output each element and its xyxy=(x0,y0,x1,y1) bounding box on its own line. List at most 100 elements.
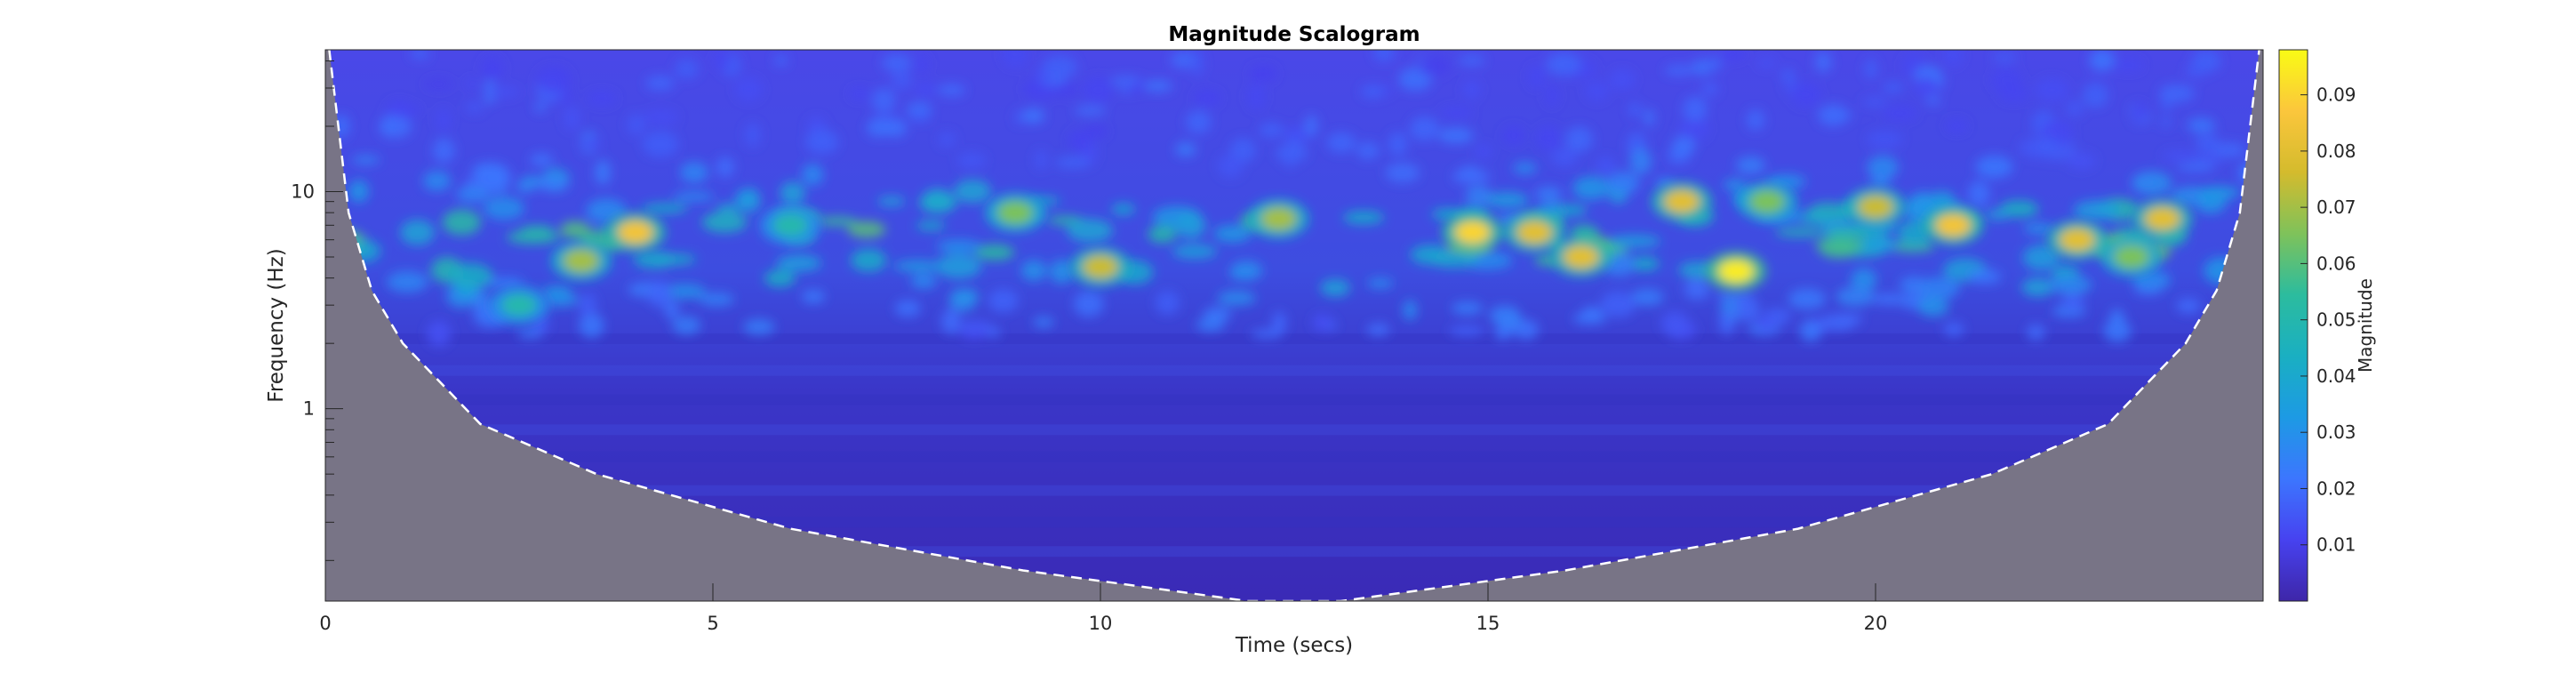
scalogram-blob xyxy=(1629,256,1660,271)
scalogram-band xyxy=(325,485,2263,496)
scalogram-blob xyxy=(633,251,676,269)
scalogram-blob xyxy=(891,69,913,91)
scalogram-blob xyxy=(1905,194,1935,221)
scalogram-blob xyxy=(483,277,524,288)
scalogram-blob xyxy=(627,113,646,136)
scalogram-blob xyxy=(1755,315,1778,333)
scalogram-blob xyxy=(1217,154,1244,179)
scalogram-blob xyxy=(894,300,921,317)
scalogram-blob xyxy=(1600,291,1636,317)
scalogram-blob xyxy=(1664,65,1694,76)
scalogram-blob xyxy=(893,260,943,272)
scalogram-blob xyxy=(2192,151,2223,166)
scalogram-blob xyxy=(1928,190,1956,209)
scalogram-blob xyxy=(2103,319,2132,343)
scalogram-blob xyxy=(1410,116,1440,141)
scalogram-blob xyxy=(1175,141,1196,157)
scalogram-blob xyxy=(866,118,892,138)
scalogram-band xyxy=(325,424,2263,436)
scalogram-blob xyxy=(871,87,896,113)
scalogram-blob xyxy=(1439,107,1474,118)
scalogram-blob xyxy=(918,192,957,213)
scalogram-blob xyxy=(1034,149,1048,171)
scalogram-blob xyxy=(1704,57,1723,71)
scalogram-blob xyxy=(466,78,477,89)
scalogram-blob xyxy=(817,216,858,227)
scalogram-blob xyxy=(1513,162,1537,175)
scalogram-blob xyxy=(1067,218,1114,243)
scalogram-blob xyxy=(716,156,735,178)
scalogram-blob xyxy=(483,197,525,221)
scalogram-blob xyxy=(1918,277,1960,300)
scalogram-blob xyxy=(1191,50,1204,76)
scalogram-blob xyxy=(1985,209,2011,221)
scalogram-blob xyxy=(400,219,436,245)
scalogram-blob xyxy=(386,271,428,293)
scalogram-blob xyxy=(1596,156,1616,175)
scalogram-blob xyxy=(714,52,731,70)
scalogram-blob xyxy=(743,318,775,335)
hotspot xyxy=(1664,189,1700,213)
scalogram-blob xyxy=(522,175,541,187)
scalogram-blob xyxy=(2061,291,2084,311)
scalogram-blob xyxy=(1925,94,1941,106)
scalogram-blob xyxy=(644,109,679,125)
scalogram-blob xyxy=(1172,244,1218,260)
hotspot xyxy=(1858,195,1893,219)
colorbar-tick-label: 0.02 xyxy=(2316,477,2356,499)
scalogram-blob xyxy=(877,196,906,207)
scalogram-blob xyxy=(986,326,1001,338)
scalogram-blob xyxy=(916,221,946,231)
colorbar-gradient xyxy=(2278,49,2308,602)
scalogram-blob xyxy=(2213,142,2246,158)
scalogram-blob xyxy=(701,212,748,233)
scalogram-blob xyxy=(410,50,430,59)
scalogram-blob xyxy=(2089,50,2116,71)
scalogram-blob xyxy=(2109,309,2125,329)
scalogram-blob xyxy=(910,273,937,289)
scalogram-blob xyxy=(1629,148,1652,175)
scalogram-blob xyxy=(1084,124,1108,139)
scalogram-blob xyxy=(1572,176,1611,200)
hotspot xyxy=(617,221,653,245)
scalogram-blob xyxy=(1550,147,1579,167)
scalogram-blob xyxy=(432,138,455,164)
scalogram-blob xyxy=(1552,204,1588,217)
scalogram-blob xyxy=(642,131,679,157)
scalogram-blob xyxy=(801,163,824,186)
scalogram-blob xyxy=(1403,300,1418,321)
scalogram-blob xyxy=(448,262,493,289)
scalogram-blob xyxy=(935,253,982,279)
scalogram-blob xyxy=(2048,275,2092,294)
scalogram-blob xyxy=(1485,191,1529,209)
scalogram-blob xyxy=(422,170,452,192)
scalogram-blob xyxy=(1054,81,1077,98)
scalogram-blob xyxy=(699,292,735,307)
scalogram-blob xyxy=(533,176,569,191)
scalogram-blob xyxy=(988,288,1019,313)
scalogram-blob xyxy=(1417,56,1451,76)
scalogram-blob xyxy=(1249,65,1277,82)
scalogram-blob xyxy=(1074,105,1107,116)
scalogram-blob xyxy=(1536,125,1562,151)
scalogram-blob xyxy=(1372,50,1396,62)
scalogram-blob xyxy=(2067,152,2096,169)
scalogram-blob xyxy=(647,280,672,307)
hotspot xyxy=(563,249,599,273)
colorbar-tick-label: 0.07 xyxy=(2316,197,2356,218)
scalogram-blob xyxy=(679,162,708,183)
scalogram-blob xyxy=(1342,211,1385,225)
scalogram-blob xyxy=(1866,130,1903,148)
x-tick-label: 10 xyxy=(1089,613,1113,634)
scalogram-blob xyxy=(2132,175,2157,186)
scalogram-blob xyxy=(1155,290,1180,316)
x-tick-label: 20 xyxy=(1864,613,1888,634)
scalogram-blob xyxy=(850,248,887,272)
hotspot xyxy=(1516,221,1553,245)
scalogram-blob xyxy=(1798,213,1832,224)
scalogram-blob xyxy=(1821,110,1853,121)
scalogram-blob xyxy=(1546,52,1581,76)
scalogram-blob xyxy=(847,221,886,238)
scalogram-blob xyxy=(484,86,520,98)
